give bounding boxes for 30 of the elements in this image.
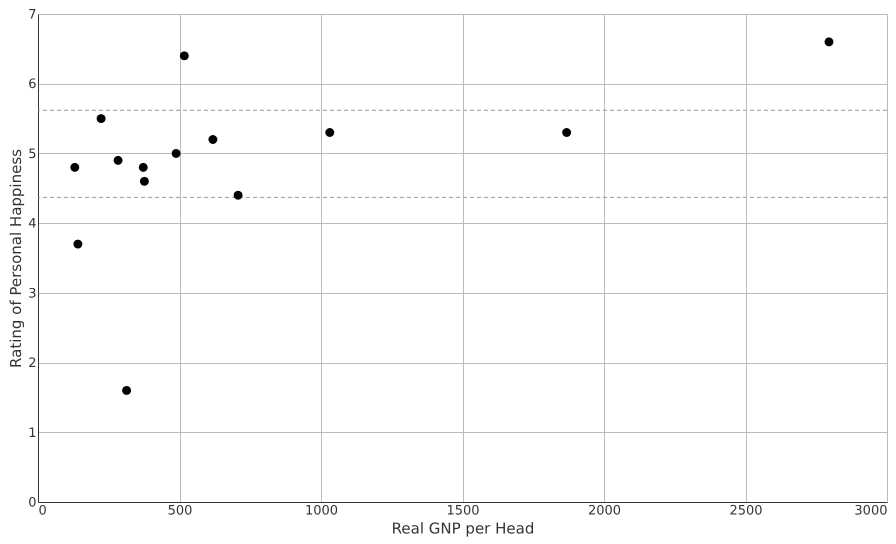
- x-tick-label: 0: [38, 504, 47, 518]
- point: [73, 240, 82, 249]
- point: [138, 162, 148, 172]
- y-axis-title: Rating of Personal Happiness: [7, 148, 26, 368]
- point: [70, 162, 80, 172]
- x-tick-label: 1500: [446, 504, 480, 518]
- x-tick-label: 1000: [304, 504, 338, 518]
- x-tick-label: 3000: [854, 504, 888, 518]
- y-tick-label: 5: [28, 146, 36, 162]
- point: [180, 51, 189, 60]
- y-tick-label: 7: [28, 8, 36, 22]
- point: [208, 135, 218, 144]
- point: [122, 386, 132, 395]
- y-tick-label: 4: [28, 216, 36, 232]
- y-tick-label: 1: [28, 426, 36, 441]
- point: [325, 128, 334, 137]
- point: [172, 148, 181, 158]
- y-tick-label: 2: [28, 356, 36, 372]
- y-tick-label: 3: [28, 286, 36, 302]
- x-axis-title: Real GNP per Head: [392, 520, 534, 538]
- x-tick-label: 2500: [729, 504, 763, 518]
- x-tick-label: 2000: [588, 504, 622, 518]
- point: [96, 114, 106, 124]
- y-tick-label: 6: [28, 77, 36, 92]
- x-tick-label: 500: [168, 504, 192, 518]
- point: [140, 176, 149, 186]
- point: [234, 190, 243, 200]
- point: [114, 156, 123, 165]
- point: [824, 37, 834, 46]
- point: [562, 128, 572, 137]
